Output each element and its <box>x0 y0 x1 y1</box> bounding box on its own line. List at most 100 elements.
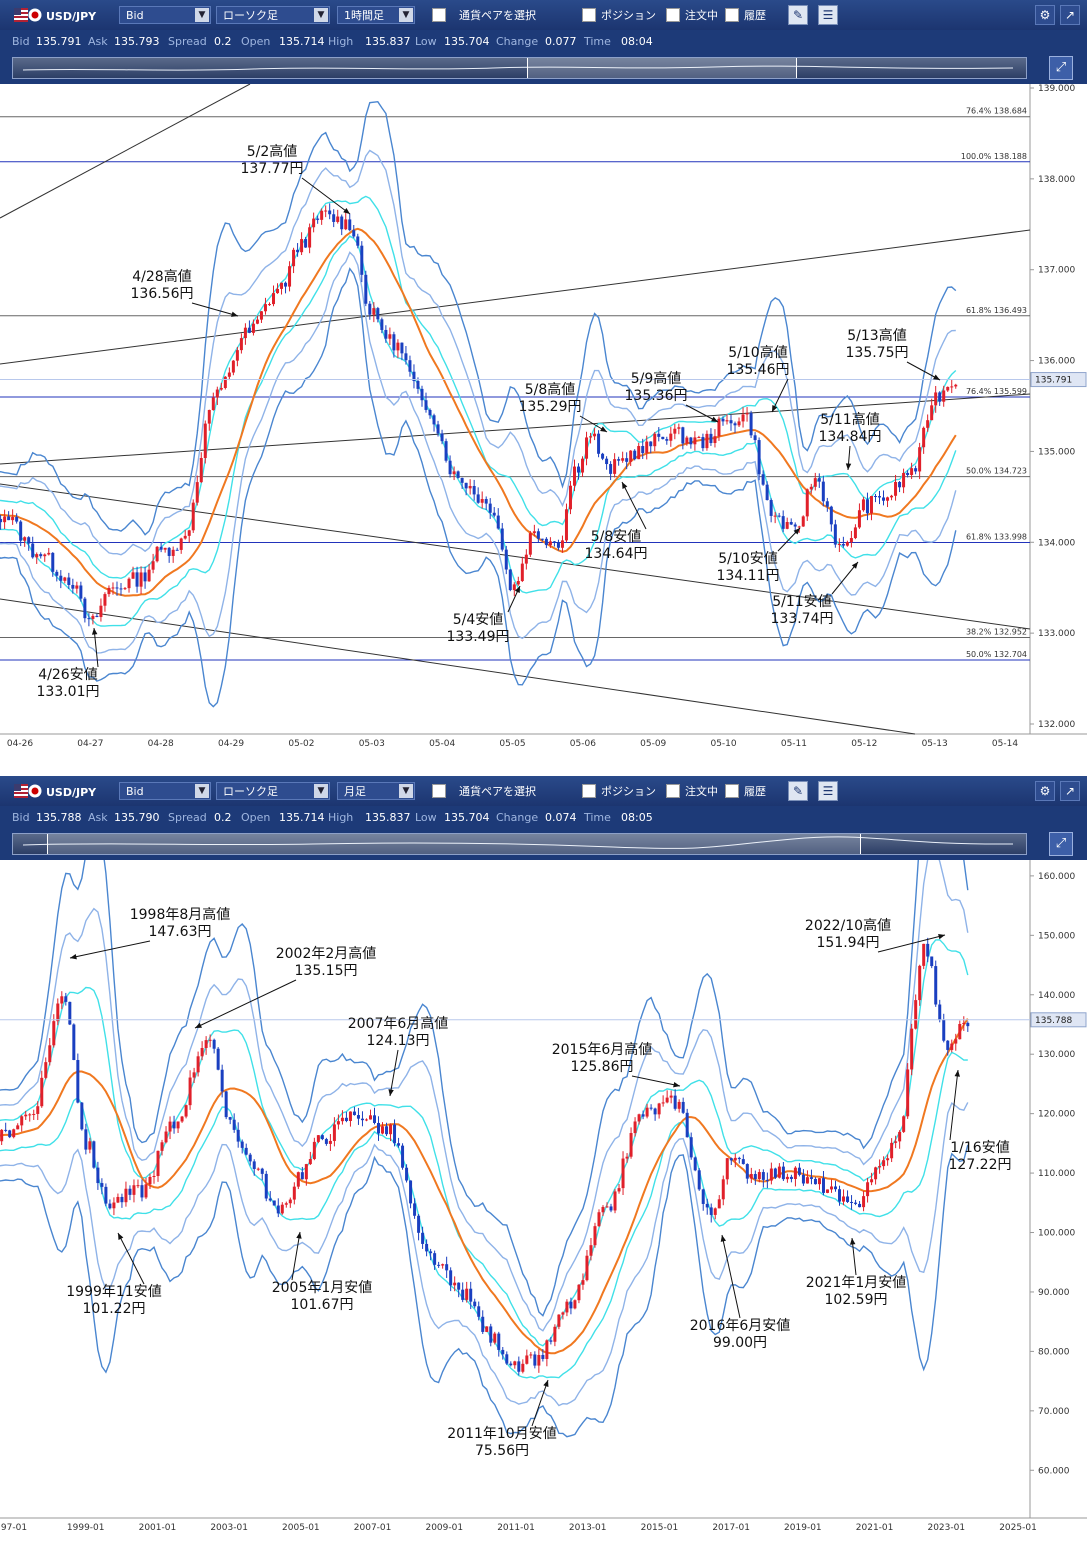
candle-body <box>568 485 572 510</box>
expand-button[interactable]: ⤢ <box>1049 832 1073 856</box>
annotation-title: 2002年2月高値 <box>276 945 377 962</box>
candle-body <box>71 584 75 589</box>
timeframe-select[interactable]: 月足 ▼ <box>337 782 415 800</box>
select-pair-toggle[interactable]: 通貨ペアを選択 <box>432 782 536 800</box>
chart-type-select[interactable]: ローソク足 ▼ <box>216 6 330 24</box>
orders-toggle[interactable]: 注文中 <box>666 782 718 800</box>
timeline-scroller[interactable] <box>12 833 1027 855</box>
annotation-value: 127.22円 <box>949 1157 1012 1173</box>
indicator-button[interactable]: ☰ <box>818 5 838 25</box>
candle-body <box>400 342 404 354</box>
candle-body <box>781 516 785 529</box>
candle-body <box>837 543 841 545</box>
select-pair-toggle[interactable]: 通貨ペアを選択 <box>432 6 536 24</box>
scroller-thumb[interactable] <box>47 834 861 854</box>
expand-icon: ⤢ <box>1055 60 1067 75</box>
candle-body <box>516 581 520 585</box>
position-label: ポジション <box>601 785 656 798</box>
price-type-select[interactable]: Bid ▼ <box>119 782 211 800</box>
annotation-arrow-head <box>772 405 778 412</box>
timeframe-select[interactable]: 1時間足 ▼ <box>337 6 415 24</box>
candle-body <box>124 1188 128 1203</box>
candle-body <box>440 433 444 442</box>
history-toggle[interactable]: 履歴 <box>725 782 766 800</box>
bid-value: 135.791 <box>36 35 82 48</box>
candle-body <box>340 216 344 230</box>
x-tick-label: 05-09 <box>640 739 666 749</box>
popout-button[interactable]: ↗ <box>1060 781 1080 801</box>
annotation-title: 5/11高値 <box>820 411 879 428</box>
annotation-arrow-head <box>673 1082 680 1088</box>
settings-button[interactable]: ⚙ <box>1035 5 1055 25</box>
candle-body <box>512 584 516 591</box>
high-value: 135.837 <box>365 811 411 824</box>
candle-body <box>175 549 179 551</box>
candle-body <box>95 615 99 618</box>
candle-body <box>465 1288 469 1300</box>
annotation-value: 135.46円 <box>727 362 790 378</box>
candle-body <box>789 1176 793 1179</box>
chart-type-select[interactable]: ローソク足 ▼ <box>216 782 330 800</box>
candle-body <box>204 1040 208 1048</box>
candle-body <box>11 516 15 521</box>
candle-body <box>890 495 894 498</box>
candle-body <box>461 1289 465 1300</box>
candle-body <box>669 433 673 441</box>
position-toggle[interactable]: ポジション <box>582 6 656 24</box>
x-tick-label: 2005-01 <box>282 1523 320 1533</box>
y-tick-label: 132.000 <box>1038 720 1075 730</box>
y-tick-label: 120.000 <box>1038 1110 1075 1120</box>
candle-body <box>633 450 637 460</box>
candle-body <box>152 1175 156 1177</box>
expand-button[interactable]: ⤢ <box>1049 56 1073 80</box>
candle-body <box>585 437 589 459</box>
annotation-value: 134.84円 <box>819 429 882 445</box>
orders-toggle[interactable]: 注文中 <box>666 6 718 24</box>
candle-body <box>665 1097 669 1103</box>
scroller-thumb[interactable] <box>527 58 797 78</box>
settings-button[interactable]: ⚙ <box>1035 781 1055 801</box>
candle-body <box>372 1115 376 1123</box>
candle-body <box>665 439 669 441</box>
x-tick-label: 2009-01 <box>425 1523 463 1533</box>
candle-body <box>409 1180 413 1204</box>
trend-line <box>0 229 1031 365</box>
draw-tool-button[interactable]: ✎ <box>788 5 808 25</box>
candle-body <box>132 1185 136 1195</box>
popout-button[interactable]: ↗ <box>1060 5 1080 25</box>
y-tick-label: 100.000 <box>1038 1229 1075 1239</box>
checkbox-icon <box>725 8 739 22</box>
position-toggle[interactable]: ポジション <box>582 782 656 800</box>
draw-tool-button[interactable]: ✎ <box>788 781 808 801</box>
candle-body <box>922 943 926 966</box>
candle-body <box>866 1182 870 1197</box>
monthly-chart-panel: USD/JPY Bid ▼ ローソク足 ▼ 月足 ▼ 通貨ペアを選択 ポジション 注文… <box>0 776 1087 1556</box>
candle-body <box>789 522 793 525</box>
history-toggle[interactable]: 履歴 <box>725 6 766 24</box>
change-label: Change <box>496 35 539 48</box>
x-tick-label: 2023-01 <box>927 1523 965 1533</box>
candle-body <box>15 516 19 522</box>
draw-icon: ✎ <box>792 784 804 798</box>
x-tick-label: 2007-01 <box>354 1523 392 1533</box>
price-type-select[interactable]: Bid ▼ <box>119 6 211 24</box>
indicator-button[interactable]: ☰ <box>818 781 838 801</box>
candle-body <box>500 528 504 550</box>
candle-body <box>609 464 613 474</box>
timeline-scroller[interactable] <box>12 57 1027 79</box>
y-tick-label: 138.000 <box>1038 175 1075 185</box>
x-tick-label: 2003-01 <box>210 1523 248 1533</box>
history-label: 履歴 <box>744 785 766 798</box>
y-tick-label: 90.000 <box>1038 1288 1070 1298</box>
bollinger-band-line <box>0 939 969 1347</box>
low-value: 135.704 <box>444 811 490 824</box>
change-label: Change <box>496 811 539 824</box>
candle-body <box>853 527 857 539</box>
low-label: Low <box>415 811 437 824</box>
expand-icon: ⤢ <box>1055 836 1067 851</box>
bid-label: Bid <box>12 811 30 824</box>
time-value: 08:05 <box>621 811 653 824</box>
candle-body <box>705 433 709 449</box>
list-icon: ☰ <box>822 784 834 798</box>
candle-body <box>874 1167 878 1180</box>
